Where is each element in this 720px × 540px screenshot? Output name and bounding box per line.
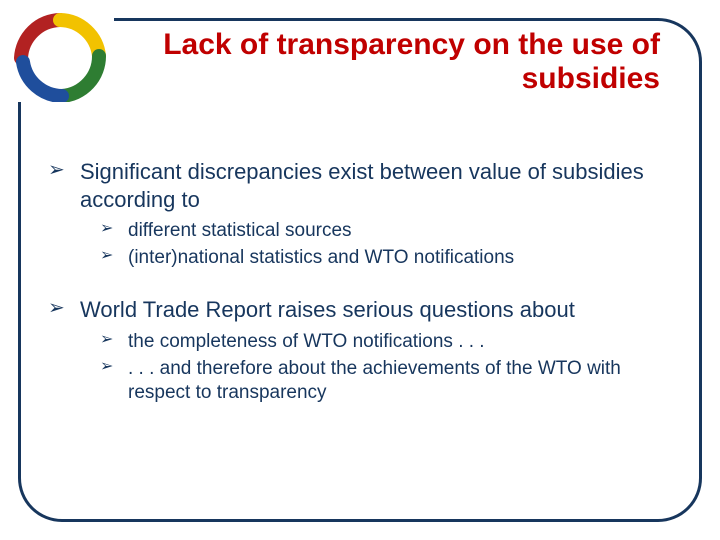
bullet-marker-icon: ➢ (48, 296, 80, 324)
bullet-marker-icon: ➢ (100, 330, 128, 355)
bullet-marker-icon: ➢ (100, 219, 128, 244)
bullet-marker-icon: ➢ (48, 158, 80, 213)
bullet-text: (inter)national statistics and WTO notif… (128, 246, 514, 271)
slide-title: Lack of transparency on the use of subsi… (120, 28, 690, 95)
bullet-level2: ➢ (inter)national statistics and WTO not… (100, 246, 668, 271)
bullet-level2: ➢ different statistical sources (100, 219, 668, 244)
bullet-text: Significant discrepancies exist between … (80, 158, 668, 213)
sub-bullets: ➢ different statistical sources ➢ (inter… (100, 219, 668, 270)
slide-content: ➢ Significant discrepancies exist betwee… (48, 158, 668, 432)
bullet-level1: ➢ Significant discrepancies exist betwee… (48, 158, 668, 213)
bullet-text: World Trade Report raises serious questi… (80, 296, 575, 324)
sub-bullets: ➢ the completeness of WTO notifications … (100, 330, 668, 406)
bullet-level2: ➢ the completeness of WTO notifications … (100, 330, 668, 355)
bullet-marker-icon: ➢ (100, 357, 128, 406)
slide: Lack of transparency on the use of subsi… (0, 0, 720, 540)
bullet-text: different statistical sources (128, 219, 352, 244)
bullet-text: the completeness of WTO notifications . … (128, 330, 485, 355)
bullet-marker-icon: ➢ (100, 246, 128, 271)
bullet-level2: ➢ . . . and therefore about the achievem… (100, 357, 668, 406)
wto-logo (6, 6, 114, 102)
bullet-text: . . . and therefore about the achievemen… (128, 357, 668, 406)
bullet-level1: ➢ World Trade Report raises serious ques… (48, 296, 668, 324)
